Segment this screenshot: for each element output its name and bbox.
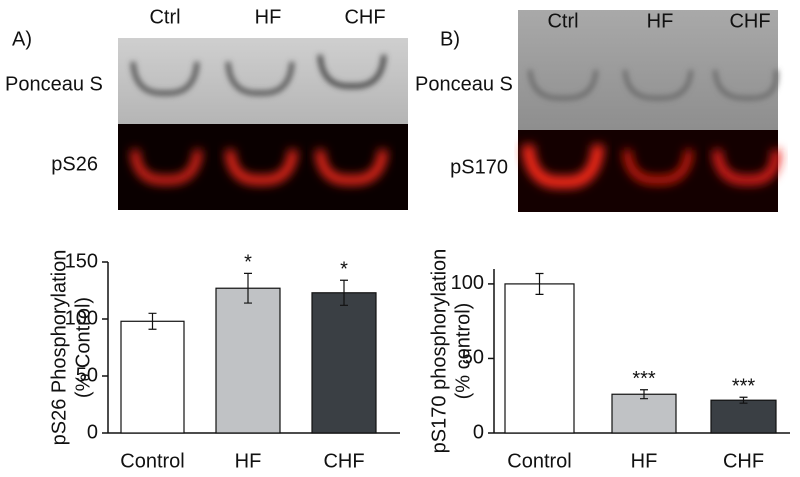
significance: *** — [632, 368, 656, 390]
error-bar — [640, 389, 648, 400]
band — [623, 149, 693, 185]
band — [225, 149, 298, 185]
band — [623, 69, 693, 101]
bar — [311, 292, 377, 434]
band — [315, 149, 388, 185]
y-tick-label: 100 — [451, 272, 484, 294]
band — [713, 69, 779, 101]
band — [522, 144, 604, 189]
bar — [215, 287, 281, 434]
x-tick-label: Control — [120, 450, 184, 472]
significance: * — [244, 252, 252, 274]
x-tick-label: CHF — [323, 450, 364, 472]
y-axis-label: (% control) — [452, 303, 474, 400]
error-bar — [340, 279, 348, 306]
y-axis-label: pS26 Phosphorylation — [48, 250, 70, 446]
band — [225, 61, 295, 96]
panel-label: B) — [440, 28, 460, 50]
x-tick-label: HF — [235, 450, 262, 472]
x-tick-label: Control — [507, 450, 571, 472]
y-tick-label: 0 — [87, 421, 98, 443]
y-tick-label: 0 — [473, 421, 484, 443]
pS-image — [518, 130, 778, 212]
blot-a — [118, 38, 408, 210]
significance: *** — [732, 375, 756, 397]
error-bar — [535, 272, 544, 295]
x-tick-label: HF — [631, 450, 658, 472]
row-label: Ponceau S — [415, 73, 513, 95]
blot-b — [518, 10, 781, 212]
lane-label: HF — [647, 10, 674, 32]
lane-label: HF — [255, 6, 282, 28]
x-tick-label: CHF — [723, 450, 764, 472]
ponceau-image — [118, 38, 408, 124]
bar — [710, 399, 777, 434]
band — [528, 69, 598, 101]
error-bar — [148, 312, 157, 330]
row-label: pS26 — [51, 153, 98, 175]
y-tick-label: 100 — [65, 307, 98, 329]
error-bar — [244, 272, 252, 304]
panel-label: A) — [12, 28, 32, 50]
row-label: Ponceau S — [5, 73, 103, 95]
ponceau-image — [518, 10, 778, 130]
significance: * — [340, 259, 348, 281]
error-bar — [739, 396, 748, 404]
bar — [611, 393, 677, 434]
band — [712, 149, 781, 185]
y-axis-label: pS170 phosphorylation — [428, 249, 450, 454]
row-label: pS170 — [450, 156, 508, 178]
band — [317, 54, 387, 89]
band — [131, 149, 202, 185]
bar — [504, 283, 575, 434]
lane-label: CHF — [729, 10, 770, 32]
pS-image — [118, 124, 408, 210]
y-axis-label: (% Control) — [72, 297, 94, 398]
bar — [120, 320, 185, 434]
lane-label: Ctrl — [149, 6, 180, 28]
y-tick-label: 50 — [76, 364, 98, 386]
lane-label: CHF — [344, 6, 385, 28]
y-tick-label: 150 — [65, 250, 98, 272]
band — [130, 61, 200, 96]
y-tick-label: 50 — [462, 347, 484, 369]
lane-label: Ctrl — [547, 10, 578, 32]
